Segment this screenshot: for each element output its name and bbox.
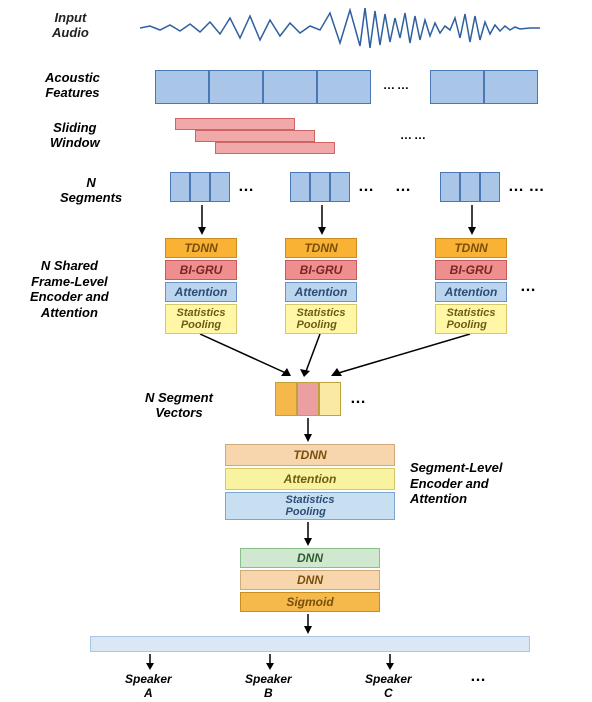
enc3-stats: StatisticsPooling (435, 304, 507, 334)
enc1-attention: Attention (165, 282, 237, 302)
seg-g2-3 (330, 172, 350, 202)
arrow-segvec-down (302, 418, 314, 442)
seg-g3-2 (460, 172, 480, 202)
output-bar (90, 636, 530, 652)
label-seglevel: Segment-LevelEncoder andAttention (410, 460, 502, 507)
seg-mid-dots: … (395, 178, 411, 196)
feat-block-5 (430, 70, 484, 104)
feat-block-4 (317, 70, 371, 104)
seg-g1-2 (190, 172, 210, 202)
dnn-1: DNN (240, 548, 380, 568)
sigmoid: Sigmoid (240, 592, 380, 612)
enc2-bigru: BI-GRU (285, 260, 357, 280)
seg-g2-2 (310, 172, 330, 202)
feat-block-1 (155, 70, 209, 104)
enc2-attention: Attention (285, 282, 357, 302)
label-spA: SpeakerA (125, 672, 172, 700)
seg-g3-dots: … … (508, 178, 544, 196)
enc3-bigru: BI-GRU (435, 260, 507, 280)
enc1-tdnn: TDNN (165, 238, 237, 258)
slide-3 (215, 142, 335, 154)
slide-1 (175, 118, 295, 130)
enc3-attention: Attention (435, 282, 507, 302)
enc-dots: … (520, 278, 536, 296)
seg-g1-dots: … (238, 178, 254, 196)
arrow-conv (150, 334, 510, 384)
seg-tdnn: TDNN (225, 444, 395, 466)
segvec-2 (297, 382, 319, 416)
feat-block-6 (484, 70, 538, 104)
seg-g2-1 (290, 172, 310, 202)
slide-2 (195, 130, 315, 142)
enc2-tdnn: TDNN (285, 238, 357, 258)
seg-attention: Attention (225, 468, 395, 490)
label-input-audio: InputAudio (52, 10, 89, 40)
seg-stats: StatisticsPooling (225, 492, 395, 520)
arrow-seg-down (302, 522, 314, 546)
enc1-stats: StatisticsPooling (165, 304, 237, 334)
enc3-tdnn: TDNN (435, 238, 507, 258)
arrow-spB (264, 654, 276, 670)
arrow-spC (384, 654, 396, 670)
arrow-seg2 (316, 205, 328, 235)
label-nshared: N SharedFrame-LevelEncoder andAttention (30, 258, 109, 320)
arrow-seg1 (196, 205, 208, 235)
waveform-svg (140, 8, 540, 48)
seg-g1-3 (210, 172, 230, 202)
arrow-spA (144, 654, 156, 670)
arrow-seg3 (466, 205, 478, 235)
seg-g1-1 (170, 172, 190, 202)
sp-dots: … (470, 668, 486, 686)
slide-dots: …… (400, 128, 428, 142)
seg-g3-3 (480, 172, 500, 202)
enc2-stats: StatisticsPooling (285, 304, 357, 334)
dnn-2: DNN (240, 570, 380, 590)
label-nsegvec: N SegmentVectors (145, 390, 213, 420)
segvec-3 (319, 382, 341, 416)
label-sliding: SlidingWindow (50, 120, 100, 150)
feat-block-2 (209, 70, 263, 104)
seg-g3-1 (440, 172, 460, 202)
arrow-sig-down (302, 614, 314, 634)
seg-g2-dots: … (358, 178, 374, 196)
feat-block-3 (263, 70, 317, 104)
label-spB: SpeakerB (245, 672, 292, 700)
label-spC: SpeakerC (365, 672, 412, 700)
label-acoustic: AcousticFeatures (45, 70, 100, 100)
label-nseg: NSegments (60, 175, 122, 205)
segvec-1 (275, 382, 297, 416)
enc1-bigru: BI-GRU (165, 260, 237, 280)
segvec-dots: … (350, 390, 366, 408)
feat-dots: …… (383, 78, 411, 92)
